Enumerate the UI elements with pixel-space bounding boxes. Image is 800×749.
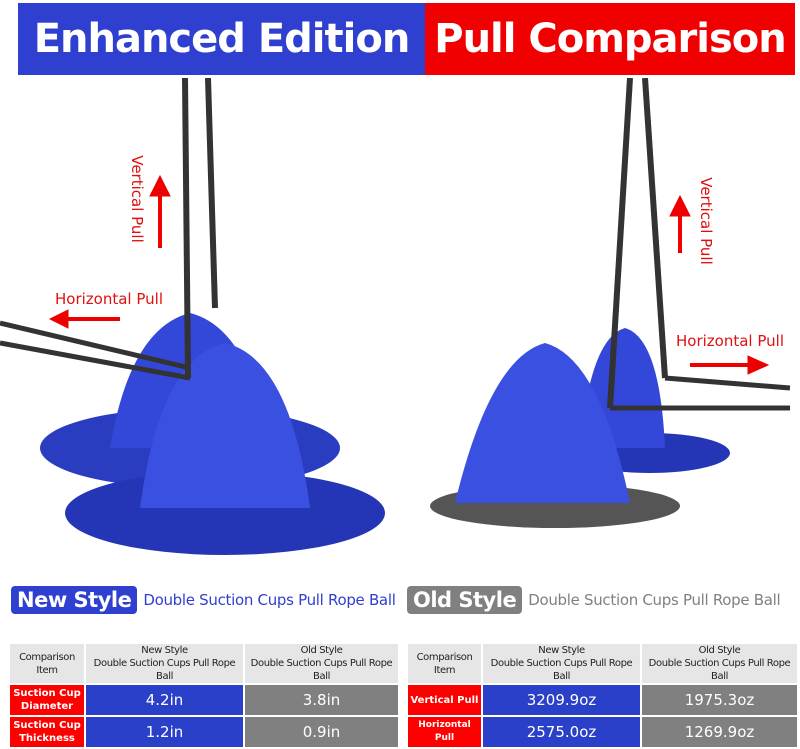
size-comparison-table: Comparison Item New Style Double Suction C… [8,642,400,749]
old-style-suction-cups [430,78,791,528]
table-row: Suction Cup Thickness 1.2in 0.9in [10,717,398,747]
pull-arrows [48,174,770,375]
old-style-text: Double Suction Cups Pull Rope Ball [528,591,781,609]
header-old: Old Style Double Suction Cups Pull Rope B… [245,644,398,683]
row-label: Horizontal Pull [408,717,481,747]
banner-left: Enhanced Edition [18,3,425,75]
old-value: 0.9in [245,717,398,747]
header-item: Comparison Item [408,644,481,683]
new-value: 4.2in [86,685,243,715]
header-old: Old Style Double Suction Cups Pull Rope B… [642,644,797,683]
table-header-row: Comparison Item New Style Double Suction C… [408,644,797,683]
product-illustration [0,78,791,555]
banner-right: Pull Comparison [425,3,795,75]
table-row: Horizontal Pull 2575.0oz 1269.9oz [408,717,797,747]
new-style-heading: New Style Double Suction Cups Pull Rope … [11,586,396,614]
old-value: 3.8in [245,685,398,715]
left-horizontal-pull-label: Horizontal Pull [55,290,163,308]
new-style-tag: New Style [11,586,138,614]
new-value: 1.2in [86,717,243,747]
old-value: 1269.9oz [642,717,797,747]
old-value: 1975.3oz [642,685,797,715]
old-style-tag: Old Style [407,586,523,614]
new-value: 2575.0oz [483,717,640,747]
new-value: 3209.9oz [483,685,640,715]
old-style-heading: Old Style Double Suction Cups Pull Rope … [407,586,781,614]
row-label: Vertical Pull [408,685,481,715]
pull-comparison-table: Comparison Item New Style Double Suction C… [406,642,799,749]
right-horizontal-pull-label: Horizontal Pull [676,332,784,350]
new-style-text: Double Suction Cups Pull Rope Ball [143,591,396,609]
row-label: Suction Cup Thickness [10,717,84,747]
right-vertical-pull-label: Vertical Pull [696,177,715,265]
new-style-suction-cups [0,78,385,555]
table-row: Suction Cup Diameter 4.2in 3.8in [10,685,398,715]
table-header-row: Comparison Item New Style Double Suction C… [10,644,398,683]
left-vertical-pull-label: Vertical Pull [127,155,146,243]
row-label: Suction Cup Diameter [10,685,84,715]
header-new: New Style Double Suction Cups Pull Rope B… [86,644,243,683]
header-item: Comparison Item [10,644,84,683]
header-new: New Style Double Suction Cups Pull Rope B… [483,644,640,683]
table-row: Vertical Pull 3209.9oz 1975.3oz [408,685,797,715]
